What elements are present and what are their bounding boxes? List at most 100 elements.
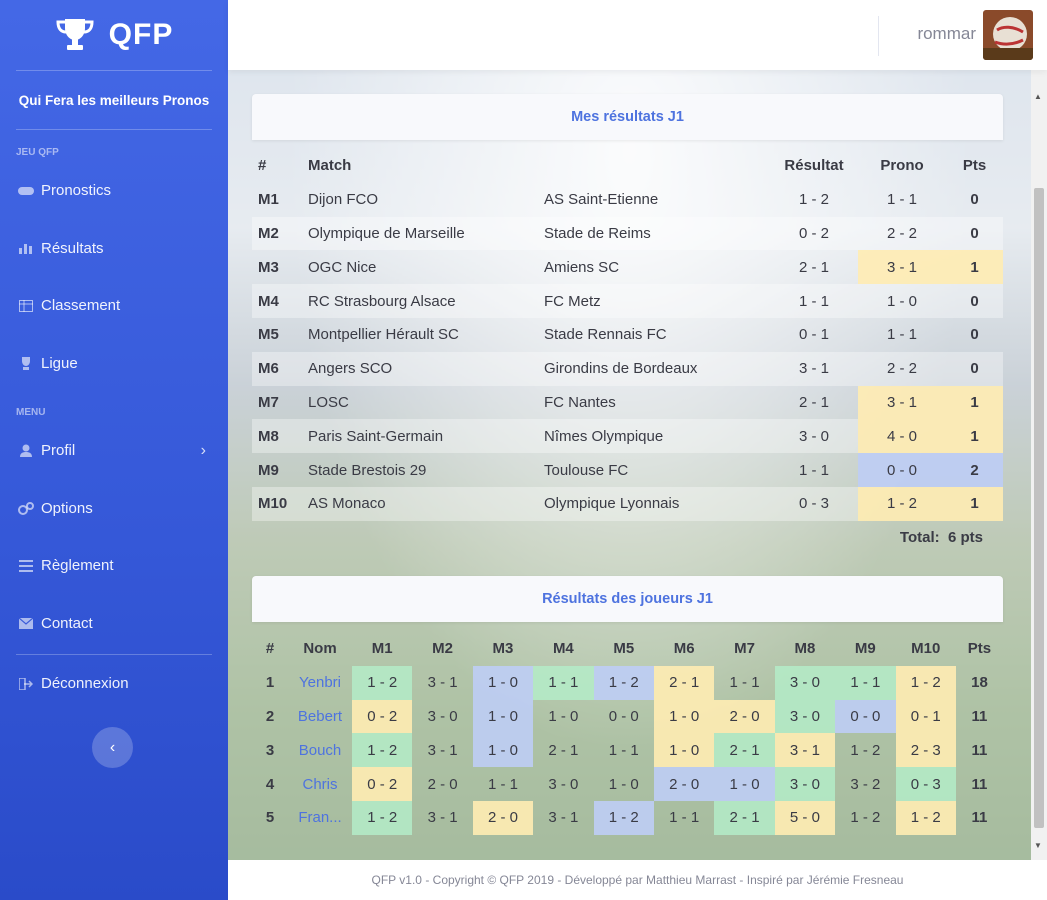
player-prono-cell: 3 - 0	[774, 699, 836, 734]
scroll-down-icon[interactable]: ▼	[1034, 841, 1042, 850]
player-name-link[interactable]: Chris	[302, 775, 338, 793]
match-result: 1 - 2	[798, 191, 829, 209]
player-prono-cell: 1 - 2	[895, 800, 956, 835]
my-results-card: Mes résultats J1 # Match Résultat Prono …	[252, 94, 1003, 555]
match-id: M5	[258, 326, 279, 344]
table-header-row: # Nom M1 M2 M3 M4 M5 M6 M7 M8 M9 M10 Pts	[252, 632, 1003, 666]
player-name-link[interactable]: Fran...	[298, 809, 342, 827]
away-team: Stade de Reims	[538, 216, 770, 251]
player-prono-cell: 3 - 0	[774, 665, 836, 700]
match-points: 0	[970, 191, 979, 209]
chevron-left-icon: ‹	[109, 738, 116, 756]
player-prono-cell: 1 - 1	[608, 741, 639, 759]
players-results-card: Résultats des joueurs J1 # Nom M1 M2 M3 M4 M5 M…	[252, 576, 1003, 835]
col-header: M8	[794, 640, 816, 658]
player-prono-cell: 1 - 1	[533, 665, 594, 700]
username[interactable]: rommar	[917, 24, 976, 43]
player-prono-cell: 1 - 1	[487, 775, 518, 793]
sidebar-item-profil[interactable]: Profil ›	[0, 422, 228, 480]
match-points: 1	[946, 419, 1003, 454]
scrollbar[interactable]: ▲ ▼	[1031, 70, 1047, 860]
brand-name: QFP	[108, 18, 174, 51]
footer-text: QFP v1.0 - Copyright © QFP 2019 - Dévelo…	[371, 873, 904, 887]
col-header: M4	[552, 640, 574, 658]
sidebar-item-resultats[interactable]: Résultats	[0, 220, 228, 278]
trophy-icon	[17, 356, 35, 370]
away-team: AS Saint-Etienne	[544, 191, 659, 209]
bar-chart-icon	[17, 242, 35, 255]
match-result: 0 - 2	[770, 216, 858, 251]
sidebar-item-options[interactable]: Options	[0, 480, 228, 538]
match-result: 0 - 3	[770, 486, 858, 521]
match-prono: 1 - 2	[858, 486, 946, 521]
player-prono-cell: 0 - 1	[895, 699, 956, 734]
total-value: 6 pts	[947, 529, 983, 547]
match-prono: 2 - 2	[858, 216, 946, 251]
match-id: M9	[258, 461, 279, 479]
col-result: Résultat	[784, 157, 844, 175]
player-prono-cell: 1 - 2	[850, 809, 881, 827]
home-team: Angers SCO	[302, 351, 538, 386]
sidebar-item-deconnexion[interactable]: Déconnexion	[0, 655, 228, 713]
sidebar: QFP Qui Fera les meilleurs Pronos JEU QF…	[0, 0, 228, 900]
player-rank: 4	[265, 775, 275, 793]
brand-tagline: Qui Fera les meilleurs Pronos	[18, 92, 210, 108]
player-prono-cell: 2 - 1	[714, 800, 775, 835]
player-prono-cell: 1 - 1	[669, 809, 700, 827]
avatar[interactable]	[983, 10, 1033, 60]
sidebar-item-pronostics[interactable]: Pronostics	[0, 162, 228, 220]
col-header: Nom	[303, 640, 337, 658]
sidebar-item-contact[interactable]: Contact	[0, 595, 228, 653]
match-result: 0 - 1	[798, 326, 829, 344]
sidebar-item-label: Profil	[41, 442, 76, 460]
away-team: Olympique Lyonnais	[538, 486, 770, 521]
player-prono-cell: 2 - 0	[427, 775, 458, 793]
player-prono-cell: 1 - 0	[653, 733, 715, 768]
col-match: Match	[308, 157, 352, 175]
sidebar-item-reglement[interactable]: Règlement	[0, 537, 228, 595]
match-id: M3	[258, 258, 279, 276]
player-name-link[interactable]: Bouch	[298, 741, 342, 759]
footer: QFP v1.0 - Copyright © QFP 2019 - Dévelo…	[228, 860, 1047, 900]
brand[interactable]: QFP	[0, 0, 228, 70]
player-prono-cell: 1 - 0	[608, 775, 639, 793]
sidebar-toggle-button[interactable]: ‹	[92, 727, 133, 768]
player-prono-cell: 0 - 3	[895, 767, 956, 801]
player-rank: 5	[265, 809, 275, 827]
player-prono-cell: 0 - 2	[352, 767, 413, 801]
sidebar-item-ligue[interactable]: Ligue	[0, 335, 228, 393]
topbar-divider	[878, 16, 879, 56]
player-prono-cell: 2 - 1	[548, 741, 579, 759]
match-id: M8	[252, 419, 302, 454]
player-prono-cell: 3 - 1	[427, 741, 458, 759]
player-prono-cell: 2 - 1	[714, 733, 775, 768]
player-name-link[interactable]: Bebert	[297, 707, 343, 725]
player-points: 11	[971, 775, 988, 793]
match-id: M1	[258, 191, 279, 209]
sign-out-icon	[17, 677, 35, 690]
away-team: Stade Rennais FC	[544, 326, 667, 344]
player-prono-cell: 1 - 0	[548, 707, 579, 725]
player-prono-cell: 1 - 2	[895, 665, 956, 700]
match-prono: 3 - 1	[858, 385, 946, 420]
player-prono-cell: 1 - 2	[352, 733, 413, 768]
home-team: Montpellier Hérault SC	[308, 326, 459, 344]
player-prono-cell: 1 - 2	[352, 665, 413, 700]
sidebar-item-label: Pronostics	[41, 182, 112, 200]
table-header-row: # Match Résultat Prono Pts	[252, 149, 1003, 183]
sidebar-item-label: Classement	[41, 297, 121, 315]
match-id: M10	[252, 486, 302, 521]
players-results-table: # Nom M1 M2 M3 M4 M5 M6 M7 M8 M9 M10 Pts 1 Yenbri 1 - …	[252, 632, 1003, 835]
player-name-link[interactable]: Yenbri	[299, 674, 341, 692]
match-prono: 2 - 2	[858, 351, 946, 386]
sidebar-item-classement[interactable]: Classement	[0, 277, 228, 335]
scrollbar-thumb[interactable]	[1034, 188, 1044, 828]
player-prono-cell: 2 - 0	[472, 800, 534, 835]
scroll-up-icon[interactable]: ▲	[1034, 92, 1042, 101]
